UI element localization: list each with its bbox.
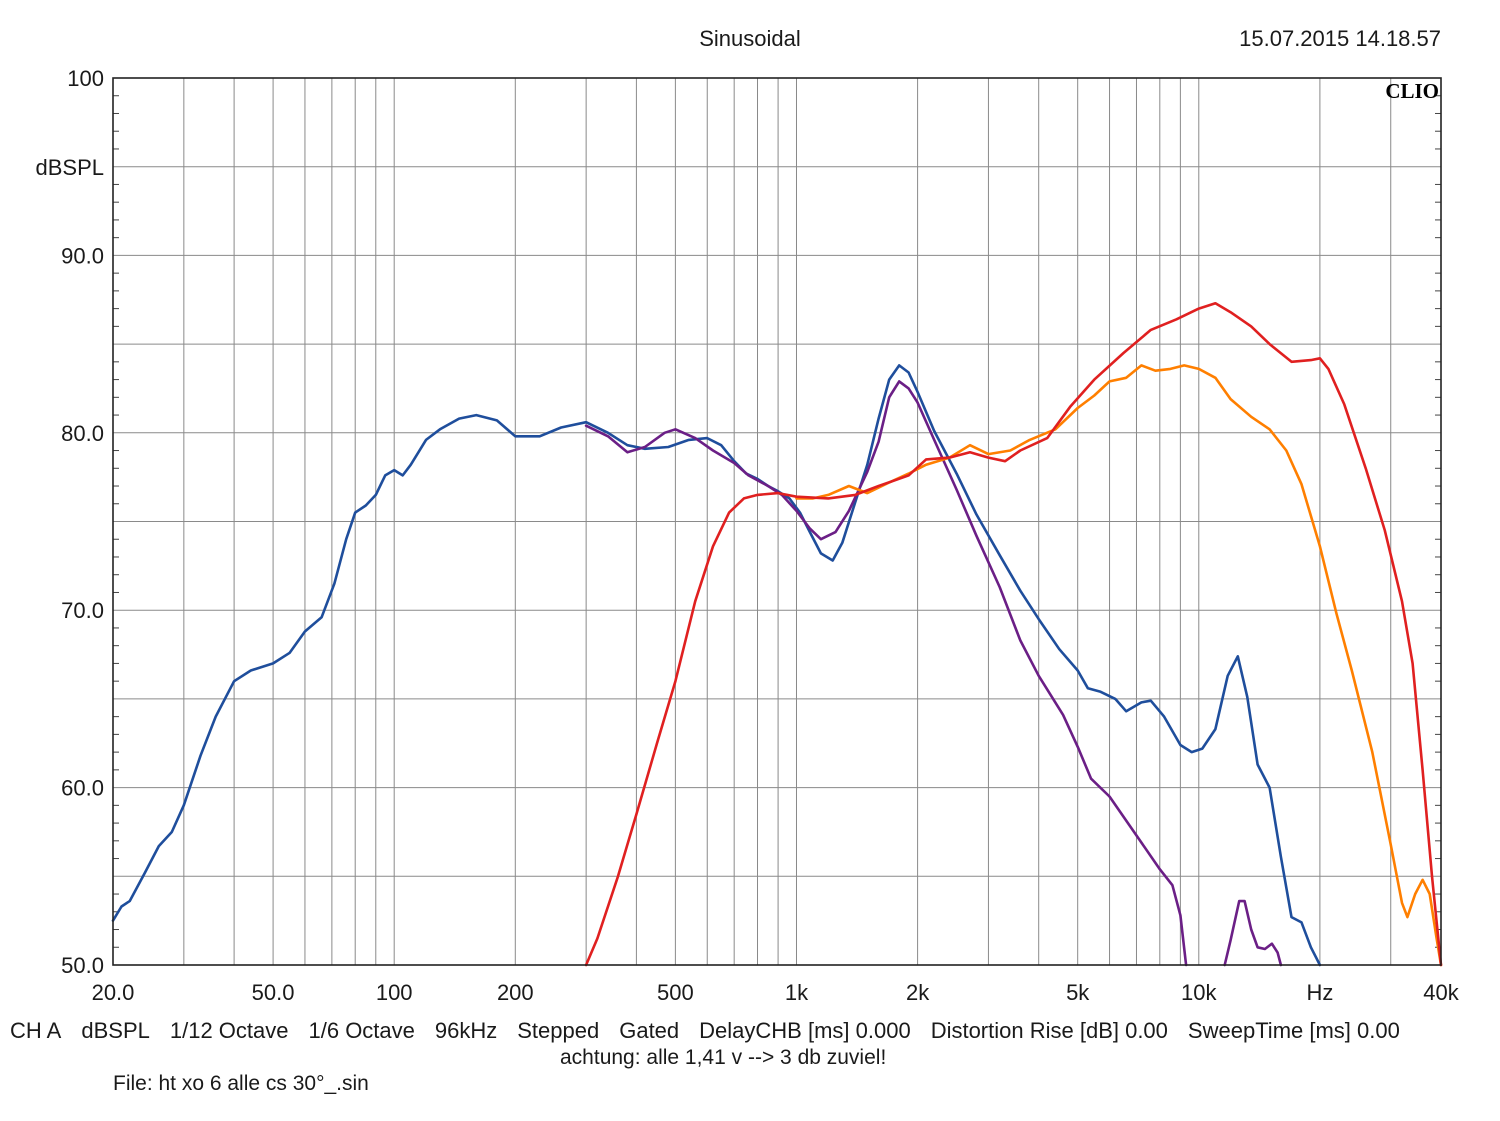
x-tick-label: 200 bbox=[497, 980, 534, 1005]
x-tick-label: 500 bbox=[657, 980, 694, 1005]
setting-item: 96kHz bbox=[435, 1018, 497, 1043]
y-tick-label: 100 bbox=[67, 66, 104, 91]
x-tick-label: 10k bbox=[1181, 980, 1217, 1005]
series-line-4 bbox=[797, 365, 1442, 965]
setting-item: Gated bbox=[619, 1018, 679, 1043]
x-tick-label: 40k bbox=[1423, 980, 1459, 1005]
x-tick-label: 20.0 bbox=[92, 980, 135, 1005]
plot-grid bbox=[113, 78, 1441, 965]
setting-item: 1/12 Octave bbox=[170, 1018, 289, 1043]
x-tick-label: 50.0 bbox=[252, 980, 295, 1005]
setting-item: 1/6 Octave bbox=[309, 1018, 415, 1043]
chart-title: Sinusoidal bbox=[699, 26, 801, 51]
y-tick-label: 80.0 bbox=[61, 421, 104, 446]
x-tick-label: 1k bbox=[785, 980, 809, 1005]
clio-logo: CLIO bbox=[1385, 79, 1439, 103]
setting-item: dBSPL bbox=[81, 1018, 150, 1043]
series-line-3 bbox=[1225, 901, 1281, 965]
setting-item: DelayCHB [ms] 0.000 bbox=[699, 1018, 911, 1043]
y-tick-label: 90.0 bbox=[61, 243, 104, 268]
y-axis-ticks: 100 90.0 80.0 70.0 60.0 50.0 bbox=[61, 66, 104, 978]
series-line-5 bbox=[586, 303, 1441, 965]
file-name: File: ht xo 6 alle cs 30°_.sin bbox=[113, 1072, 1500, 1096]
y-tick-label: 70.0 bbox=[61, 598, 104, 623]
y-axis-unit-label: dBSPL bbox=[36, 155, 105, 180]
y-tick-label: 50.0 bbox=[61, 953, 104, 978]
measurement-settings: CH A dBSPL 1/12 Octave 1/6 Octave 96kHz Stepp… bbox=[10, 1018, 1500, 1044]
setting-item: CH A bbox=[10, 1018, 61, 1043]
measurement-note: achtung: alle 1,41 v --> 3 db zuviel! bbox=[560, 1046, 1500, 1070]
x-axis-ticks: 20.0 50.0 100 200 500 1k 2k 5k 10k Hz 40k bbox=[92, 980, 1460, 1005]
x-tick-label: 100 bbox=[376, 980, 413, 1005]
setting-item: Stepped bbox=[517, 1018, 599, 1043]
x-tick-label: Hz bbox=[1306, 980, 1333, 1005]
y-tick-label: 60.0 bbox=[61, 776, 104, 801]
series-lines bbox=[113, 303, 1441, 965]
timestamp: 15.07.2015 14.18.57 bbox=[1239, 26, 1441, 51]
x-tick-label: 5k bbox=[1066, 980, 1090, 1005]
setting-item: SweepTime [ms] 0.00 bbox=[1188, 1018, 1400, 1043]
setting-item: Distortion Rise [dB] 0.00 bbox=[931, 1018, 1168, 1043]
x-tick-label: 2k bbox=[906, 980, 930, 1005]
series-line-1 bbox=[113, 365, 1320, 965]
